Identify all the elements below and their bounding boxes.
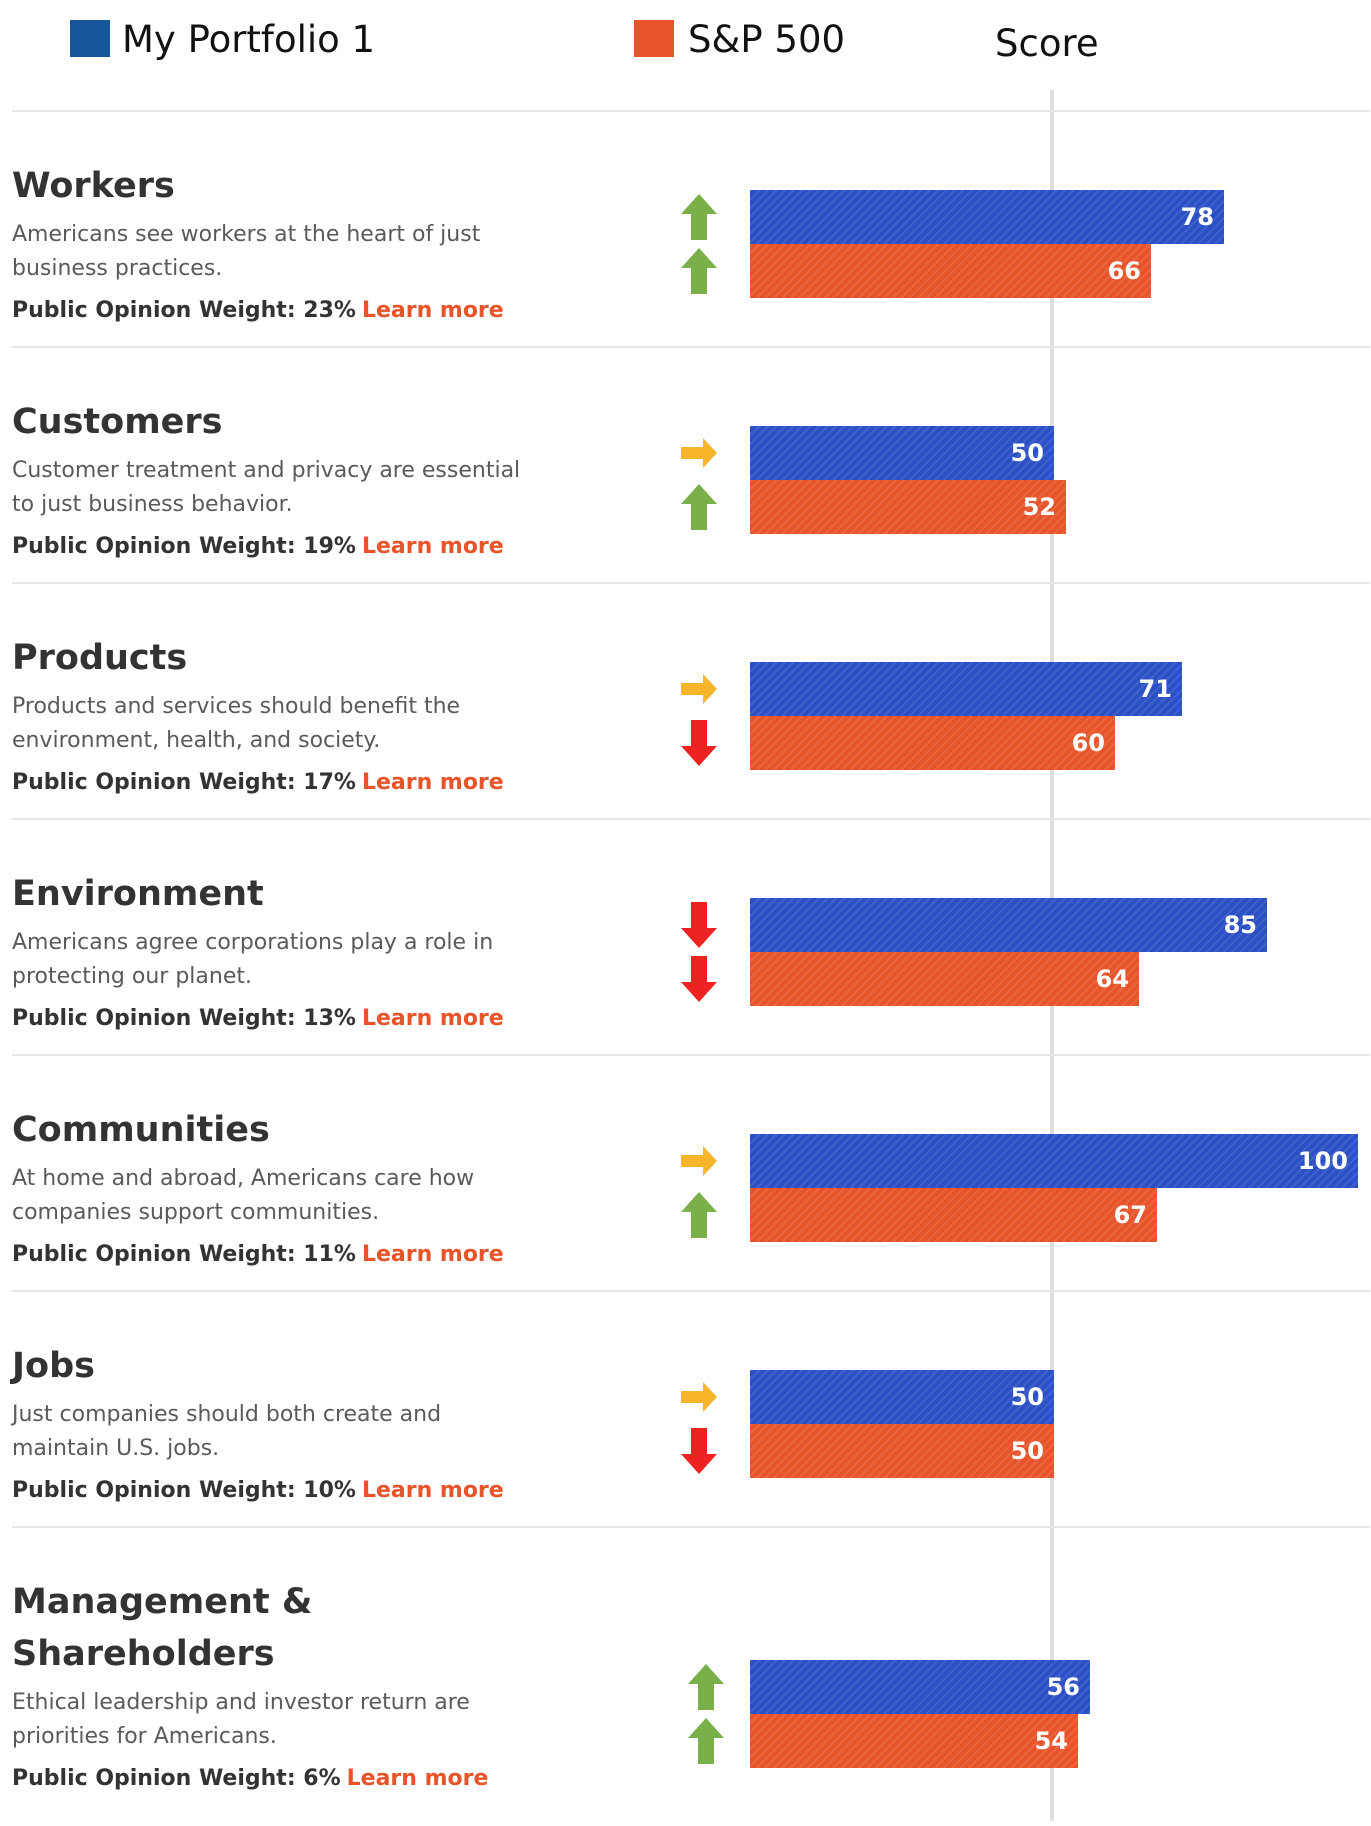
- trend-right-icon: [681, 1138, 717, 1184]
- trend-up-icon: [681, 484, 717, 530]
- row-divider: [12, 818, 1370, 820]
- learn-more-link[interactable]: Learn more: [361, 1006, 504, 1031]
- learn-more-link[interactable]: Learn more: [361, 298, 504, 323]
- row-description: Americans agree corporations play a role…: [12, 930, 494, 989]
- row-weight: Public Opinion Weight: 13% Learn more: [12, 1006, 504, 1031]
- weight-label: Public Opinion Weight: 17%: [12, 770, 356, 795]
- row-description: At home and abroad, Americans care how c…: [12, 1166, 475, 1225]
- row-title: Communities: [12, 1110, 270, 1150]
- score-row: Environment Americans agree corporations …: [0, 818, 1371, 1054]
- bar-value-label: 66: [1107, 257, 1141, 285]
- row-title: Jobs: [12, 1346, 95, 1386]
- bar-value-label: 52: [1022, 493, 1056, 521]
- bar-value-label: 71: [1138, 675, 1172, 703]
- score-row: Management & Shareholders Ethical leadersh…: [0, 1526, 1371, 1826]
- row-weight: Public Opinion Weight: 11% Learn more: [12, 1242, 504, 1267]
- score-row: Customers Customer treatment and privacy …: [0, 346, 1371, 582]
- learn-more-link[interactable]: Learn more: [361, 770, 504, 795]
- legend-label-portfolio: My Portfolio 1: [122, 18, 376, 61]
- row-divider: [12, 1526, 1370, 1528]
- trend-right-icon: [681, 1374, 717, 1420]
- legend-label-benchmark: S&P 500: [688, 18, 846, 61]
- row-title: Customers: [12, 402, 223, 442]
- weight-label: Public Opinion Weight: 23%: [12, 298, 356, 323]
- legend-swatch-portfolio: [70, 20, 110, 57]
- trend-up-icon: [681, 1192, 717, 1238]
- trend-down-icon: [681, 956, 717, 1002]
- bar-portfolio: 85: [750, 898, 1267, 952]
- row-weight: Public Opinion Weight: 17% Learn more: [12, 770, 504, 795]
- bar-portfolio: 50: [750, 1370, 1054, 1424]
- chart-legend: My Portfolio 1 S&P 500 Score: [0, 0, 1371, 90]
- row-divider: [12, 1290, 1370, 1292]
- bar-portfolio: 71: [750, 662, 1182, 716]
- score-axis-label: Score: [995, 22, 1099, 65]
- bar-benchmark: 64: [750, 952, 1139, 1006]
- weight-label: Public Opinion Weight: 6%: [12, 1766, 341, 1791]
- row-title: Management &: [12, 1582, 313, 1622]
- trend-right-icon: [681, 430, 717, 476]
- learn-more-link[interactable]: Learn more: [361, 1242, 504, 1267]
- trend-right-icon: [681, 666, 717, 712]
- weight-label: Public Opinion Weight: 11%: [12, 1242, 356, 1267]
- row-title: Shareholders: [12, 1634, 275, 1674]
- row-weight: Public Opinion Weight: 6% Learn more: [12, 1766, 488, 1791]
- row-title: Workers: [12, 166, 175, 206]
- row-description: Americans see workers at the heart of ju…: [12, 222, 481, 281]
- row-title: Products: [12, 638, 188, 678]
- row-description: Ethical leadership and investor return a…: [12, 1690, 470, 1749]
- bar-portfolio: 100: [750, 1134, 1358, 1188]
- row-divider: [12, 582, 1370, 584]
- learn-more-link[interactable]: Learn more: [361, 1478, 504, 1503]
- row-description: Just companies should both create and ma…: [12, 1402, 442, 1461]
- row-weight: Public Opinion Weight: 10% Learn more: [12, 1478, 504, 1503]
- bar-value-label: 67: [1113, 1201, 1147, 1229]
- bar-benchmark: 54: [750, 1714, 1078, 1768]
- bar-value-label: 54: [1034, 1727, 1068, 1755]
- learn-more-link[interactable]: Learn more: [346, 1766, 489, 1791]
- bar-value-label: 100: [1297, 1147, 1348, 1175]
- row-weight: Public Opinion Weight: 23% Learn more: [12, 298, 504, 323]
- trend-down-icon: [681, 902, 717, 948]
- trend-up-icon: [688, 1718, 724, 1764]
- bar-benchmark: 60: [750, 716, 1115, 770]
- row-divider: [12, 346, 1370, 348]
- learn-more-link[interactable]: Learn more: [361, 534, 504, 559]
- bar-value-label: 60: [1071, 729, 1105, 757]
- row-description: Products and services should benefit the…: [12, 694, 461, 753]
- row-divider: [12, 110, 1370, 112]
- row-title: Environment: [12, 874, 264, 914]
- trend-down-icon: [681, 1428, 717, 1474]
- bar-value-label: 78: [1180, 203, 1214, 231]
- bar-value-label: 64: [1095, 965, 1129, 993]
- row-description: Customer treatment and privacy are essen…: [12, 458, 521, 517]
- trend-up-icon: [688, 1664, 724, 1710]
- score-row: Products Products and services should ben…: [0, 582, 1371, 818]
- bar-benchmark: 50: [750, 1424, 1054, 1478]
- bar-portfolio: 56: [750, 1660, 1090, 1714]
- row-divider: [12, 1054, 1370, 1056]
- score-row: Workers Americans see workers at the hear…: [0, 110, 1371, 346]
- score-row: Jobs Just companies should both create an…: [0, 1290, 1371, 1526]
- legend-swatch-benchmark: [634, 20, 674, 57]
- weight-label: Public Opinion Weight: 10%: [12, 1478, 356, 1503]
- weight-label: Public Opinion Weight: 13%: [12, 1006, 356, 1031]
- bar-benchmark: 66: [750, 244, 1151, 298]
- bar-value-label: 85: [1223, 911, 1257, 939]
- bar-value-label: 50: [1010, 1437, 1044, 1465]
- bar-value-label: 50: [1010, 439, 1044, 467]
- trend-up-icon: [681, 248, 717, 294]
- row-weight: Public Opinion Weight: 19% Learn more: [12, 534, 504, 559]
- bar-value-label: 50: [1010, 1383, 1044, 1411]
- bar-portfolio: 78: [750, 190, 1224, 244]
- bar-benchmark: 67: [750, 1188, 1157, 1242]
- weight-label: Public Opinion Weight: 19%: [12, 534, 356, 559]
- trend-down-icon: [681, 720, 717, 766]
- bar-portfolio: 50: [750, 426, 1054, 480]
- bar-benchmark: 52: [750, 480, 1066, 534]
- score-row: Communities At home and abroad, Americans…: [0, 1054, 1371, 1290]
- trend-up-icon: [681, 194, 717, 240]
- bar-value-label: 56: [1046, 1673, 1080, 1701]
